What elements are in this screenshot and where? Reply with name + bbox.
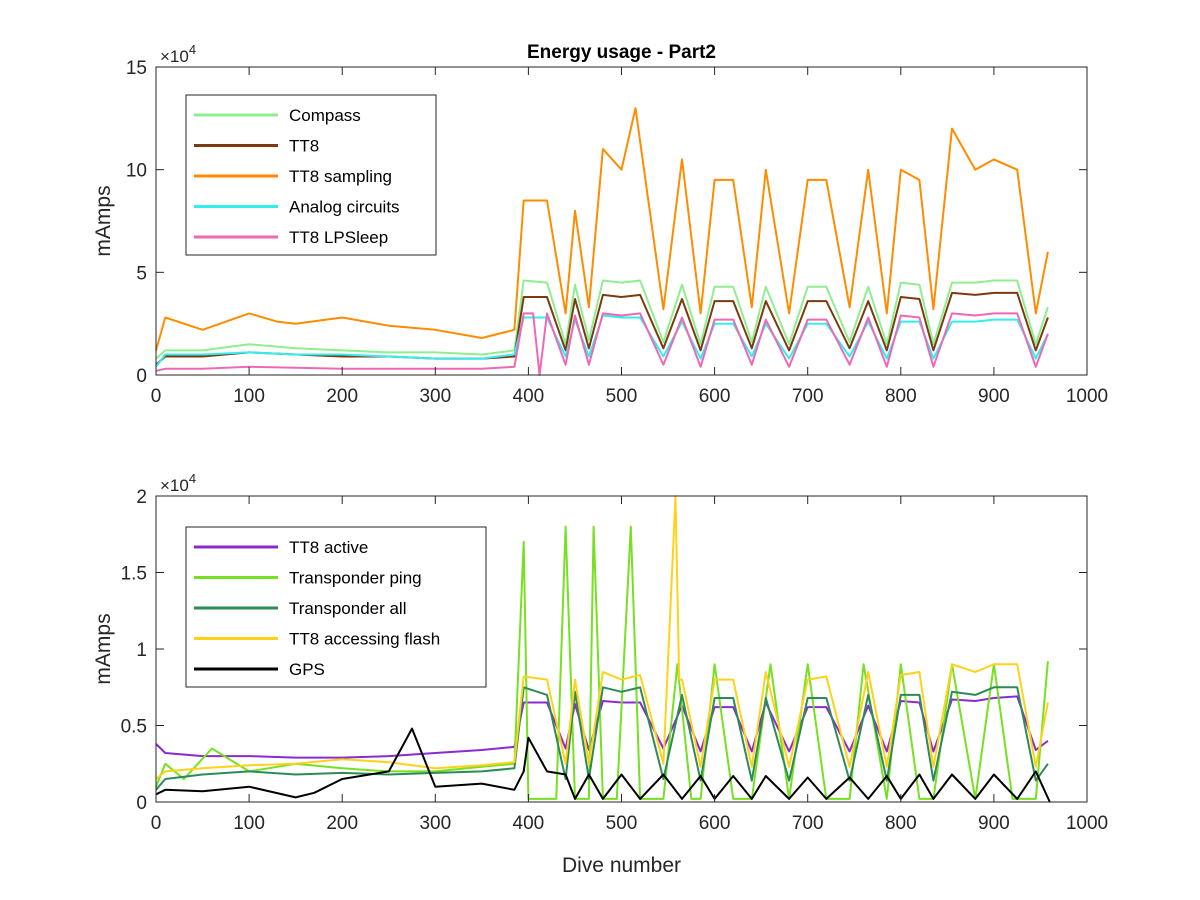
y-tick-label: 0.5 [121,717,147,738]
x-tick-label: 900 [978,813,1010,834]
y-tick-label: 0 [136,793,147,814]
y-axis-label: mAmps [92,613,115,684]
x-tick-label: 400 [513,386,545,407]
x-tick-label: 300 [419,386,451,407]
x-axis-label: Dive number [562,854,681,877]
x-tick-label: 100 [233,813,265,834]
y-tick-label: 1 [136,640,147,661]
x-tick-label: 500 [606,386,638,407]
x-tick-label: 900 [978,386,1010,407]
legend-label: Transponder ping [289,569,422,588]
x-tick-label: 0 [151,813,162,834]
chart-panel-1: 0 100 200 300 400 500 600 700 800 900 1000 0 5 10 15 ×1… [92,42,1108,407]
y-tick-label: 15 [126,58,147,79]
legend-label: GPS [289,660,325,679]
x-tick-label: 500 [606,813,638,834]
x-tick-label: 600 [699,386,731,407]
x-tick-label: 100 [233,386,265,407]
chart-panel-2: 0 100 200 300 400 500 600 700 800 900 1000 0 0.5 1 1.5… [92,471,1108,877]
legend-label: TT8 active [289,538,368,557]
legend: TT8 active Transponder ping Transponder al… [185,526,487,688]
y-tick-label: 1.5 [121,564,147,585]
legend-label: Analog circuits [289,198,400,217]
y-tick-label: 10 [126,161,147,182]
legend-label: TT8 accessing flash [289,630,440,649]
series-line-gps [155,727,1051,803]
series-line-tt8-sampling [155,107,1049,351]
legend-label: TT8 sampling [289,167,392,186]
series-line-tt8-active [155,695,1049,759]
x-tick-label: 800 [885,813,917,834]
x-tick-label: 0 [151,386,162,407]
chart-title: Energy usage - Part2 [527,42,716,63]
y-tick-label: 0 [136,366,147,387]
x-tick-label: 700 [792,813,824,834]
series-line-compass [155,279,1049,360]
legend-label: TT8 [289,137,319,156]
x-tick-label: 600 [699,813,731,834]
legend-label: Compass [289,106,361,125]
y-tick-label: 5 [136,263,147,284]
x-tick-label: 800 [885,386,917,407]
x-tick-label: 1000 [1066,813,1108,834]
legend: Compass TT8 TT8 sampling Analog circuits TT8… [185,94,437,256]
legend-label: TT8 LPSleep [289,228,388,247]
x-tick-label: 1000 [1066,386,1108,407]
x-tick-label: 200 [326,813,358,834]
legend-label: Transponder all [289,599,407,618]
x-tick-label: 300 [419,813,451,834]
y-tick-label: 2 [136,487,147,508]
series-line-transponder-all [155,686,1049,791]
y-axis-label: mAmps [92,185,115,256]
series-line-tt8-lpsleep [155,312,1049,376]
x-tick-label: 700 [792,386,824,407]
y-exponent-label: ×104 [160,471,196,495]
series-group [155,107,1049,376]
series-group [155,495,1051,803]
y-exponent-label: ×104 [160,42,196,66]
x-tick-label: 400 [513,813,545,834]
x-tick-label: 200 [326,386,358,407]
